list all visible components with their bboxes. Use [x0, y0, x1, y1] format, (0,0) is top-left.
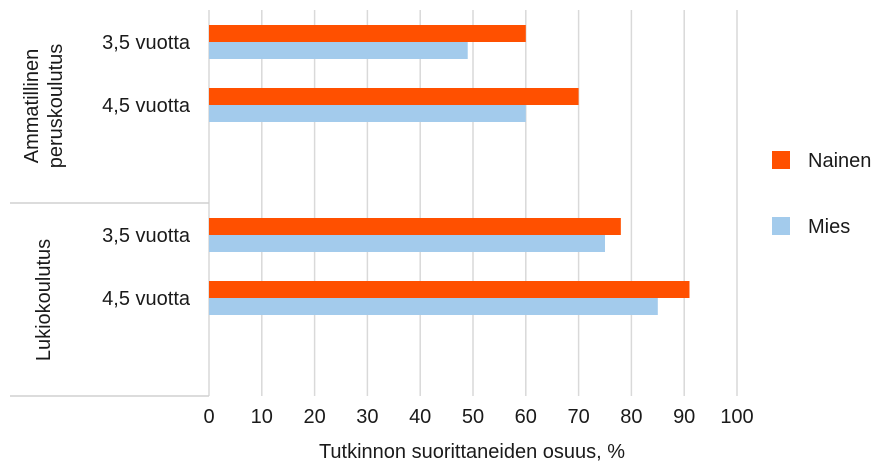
grid-lines — [208, 10, 738, 396]
bar-mies-1 — [209, 105, 526, 122]
category-labels: 3,5 vuotta 4,5 vuotta 3,5 vuotta 4,5 vuotta — [102, 32, 191, 310]
bars — [209, 25, 690, 315]
group-dividers — [10, 202, 209, 397]
x-tick-label: 0 — [203, 406, 214, 428]
x-tick-label: 60 — [515, 406, 537, 428]
group-label: peruskoulutus — [45, 44, 67, 169]
legend-label: Nainen — [808, 150, 871, 172]
group-label: Ammatillinen — [21, 49, 43, 163]
bar-nainen-3 — [209, 281, 690, 298]
category-label: 3,5 vuotta — [102, 32, 191, 54]
x-axis-tick-labels: 0 10 20 30 40 50 60 70 80 90 100 — [203, 406, 753, 428]
x-tick-label: 80 — [620, 406, 642, 428]
x-tick-label: 30 — [356, 406, 378, 428]
category-label: 4,5 vuotta — [102, 288, 191, 310]
bar-nainen-2 — [209, 218, 621, 235]
x-tick-label: 50 — [462, 406, 484, 428]
bar-nainen-0 — [209, 25, 526, 42]
bar-mies-0 — [209, 42, 468, 59]
x-tick-label: 20 — [303, 406, 325, 428]
x-tick-label: 40 — [409, 406, 431, 428]
bar-mies-3 — [209, 298, 658, 315]
bar-mies-2 — [209, 235, 605, 252]
x-axis-label: Tutkinnon suorittaneiden osuus, % — [319, 441, 625, 463]
x-tick-label: 100 — [720, 406, 753, 428]
x-tick-label: 90 — [673, 406, 695, 428]
bar-nainen-1 — [209, 88, 579, 105]
category-label: 3,5 vuotta — [102, 225, 191, 247]
group-label: Lukiokoulutus — [33, 239, 55, 361]
legend-swatch-nainen — [772, 151, 790, 169]
x-tick-label: 10 — [251, 406, 273, 428]
legend-label: Mies — [808, 216, 850, 238]
x-tick-label: 70 — [567, 406, 589, 428]
group-labels: Ammatillinen peruskoulutus Lukiokoulutus — [21, 44, 67, 361]
category-label: 4,5 vuotta — [102, 95, 191, 117]
legend: Nainen Mies — [772, 150, 871, 238]
legend-swatch-mies — [772, 217, 790, 235]
